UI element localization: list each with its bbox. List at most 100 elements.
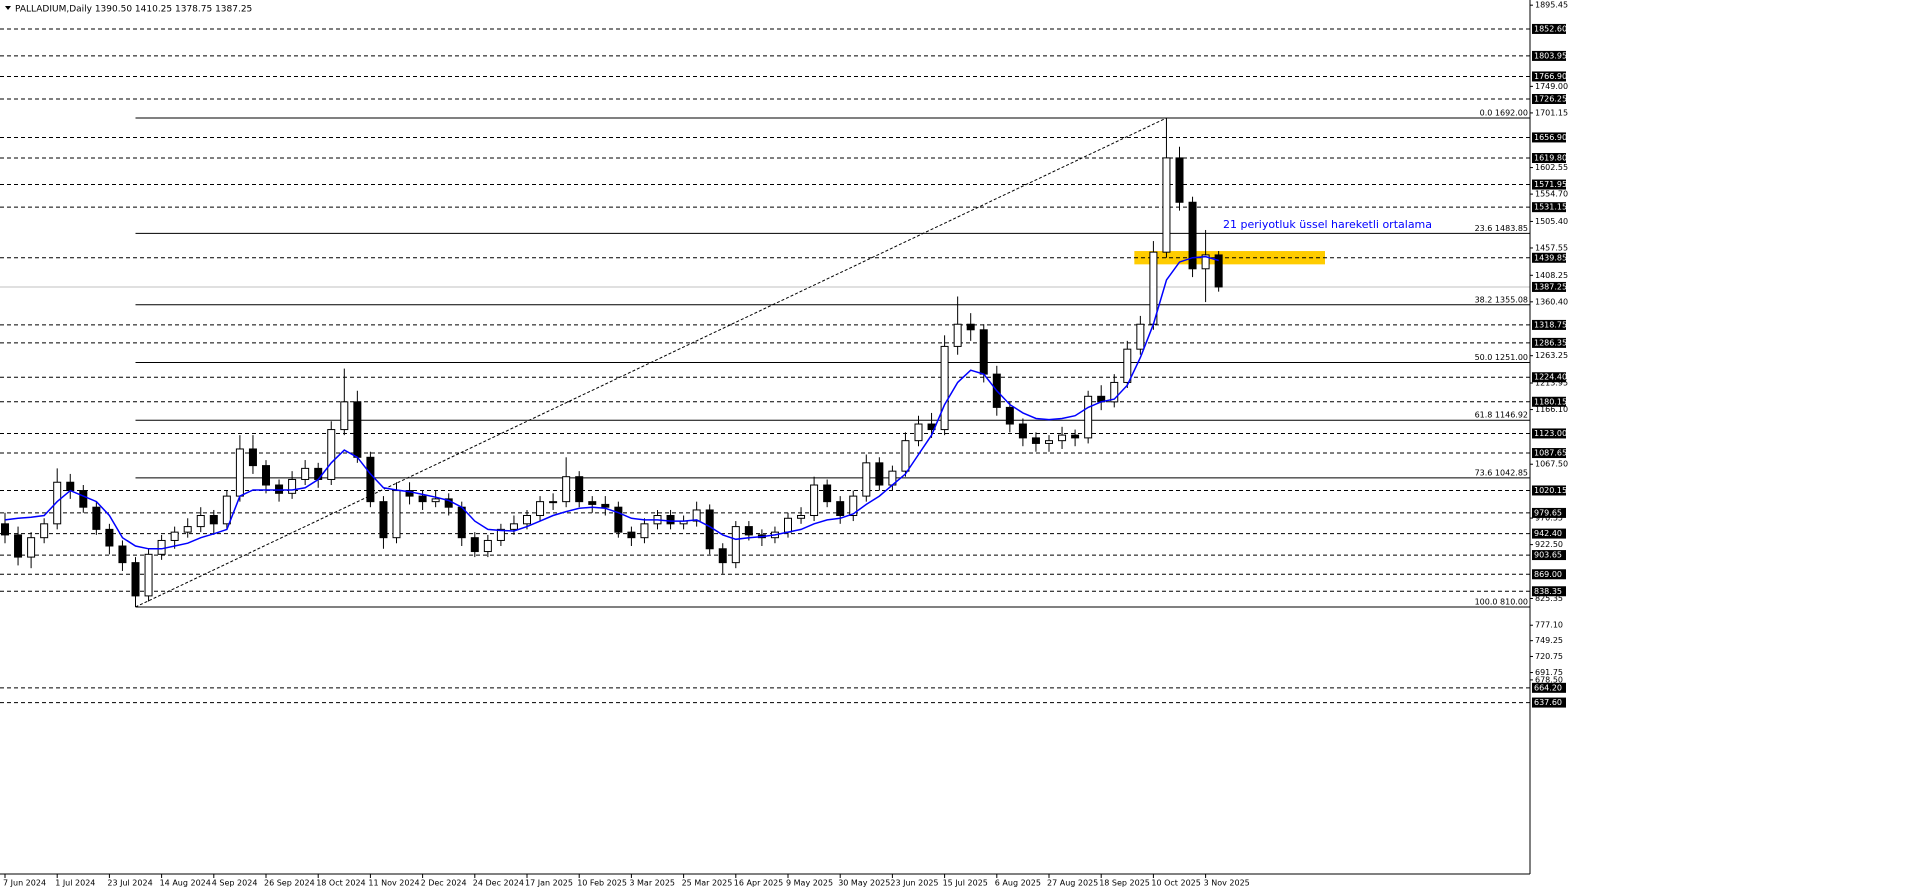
level-label: 1531.15 — [1534, 203, 1567, 212]
level-label: 1571.95 — [1534, 180, 1567, 189]
x-tick-label: 1 Jul 2024 — [55, 879, 95, 888]
x-tick-label: 23 Jun 2025 — [890, 879, 938, 888]
candle-body — [562, 476, 571, 503]
candle-body — [1045, 440, 1053, 444]
candle-body — [1018, 423, 1027, 439]
x-tick-label: 2 Dec 2024 — [421, 879, 467, 888]
x-tick-label: 10 Oct 2025 — [1151, 879, 1200, 888]
candle-body — [1136, 323, 1145, 350]
level-label: 1619.80 — [1534, 154, 1567, 163]
candle-body — [731, 526, 740, 564]
y-tick-label: 1213.95 — [1535, 379, 1568, 388]
level-label: 1180.15 — [1534, 397, 1567, 406]
y-tick-label: 777.10 — [1535, 621, 1563, 630]
candle-body — [92, 506, 101, 530]
candle-body — [170, 531, 179, 541]
candle-body — [301, 467, 310, 480]
candle-body — [1214, 254, 1223, 288]
level-box — [1532, 337, 1566, 348]
candle-body — [523, 515, 531, 525]
candle-body — [1123, 348, 1132, 383]
candle-body — [901, 440, 910, 472]
fib-trend-line — [135, 117, 1167, 608]
candle-body — [588, 501, 597, 505]
level-label: 1803.95 — [1534, 51, 1567, 60]
level-label: 1224.40 — [1534, 373, 1567, 382]
x-tick-label: 17 Jan 2025 — [525, 879, 573, 888]
candle-body — [27, 537, 36, 558]
level-box — [1532, 569, 1566, 580]
level-label: 1087.65 — [1534, 449, 1567, 458]
menu-triangle — [5, 6, 11, 10]
candle-body — [105, 528, 114, 547]
last-price-box — [1532, 281, 1566, 292]
candle-body — [157, 539, 166, 555]
x-tick-label: 16 Apr 2025 — [734, 879, 783, 888]
candle-body — [1058, 434, 1067, 442]
candle-body — [836, 501, 845, 517]
candle-body — [314, 467, 323, 480]
x-tick-label: 9 May 2025 — [786, 879, 833, 888]
y-tick-label: 970.35 — [1535, 514, 1563, 523]
x-tick-label: 26 Sep 2024 — [264, 879, 315, 888]
level-box — [1532, 396, 1566, 407]
level-box — [1532, 682, 1566, 693]
candle-body — [235, 448, 244, 497]
level-box — [1532, 179, 1566, 190]
level-label: 1656.90 — [1534, 133, 1567, 142]
candle-body — [966, 323, 975, 331]
candle-body — [1071, 434, 1080, 439]
y-tick-label: 1602.55 — [1535, 163, 1568, 172]
candle-body — [666, 515, 675, 525]
candle-body — [353, 401, 362, 458]
candle-body — [718, 548, 727, 564]
candle-body — [53, 481, 62, 525]
candle-body — [66, 481, 75, 492]
candle-body — [705, 509, 714, 550]
candle-body — [692, 509, 701, 522]
x-tick-label: 24 Dec 2024 — [473, 879, 524, 888]
annotation: 21 periyotluk üssel hareketli ortalama — [1223, 218, 1432, 231]
y-tick-label: 1749.00 — [1535, 82, 1568, 91]
candle-body — [823, 484, 832, 503]
level-label: 1318.75 — [1534, 320, 1567, 329]
level-box — [1532, 153, 1566, 164]
candle-body — [979, 329, 988, 375]
candle-body — [810, 484, 819, 517]
candle-body — [79, 490, 88, 508]
candle-body — [1162, 157, 1171, 253]
candle-body — [1005, 406, 1014, 425]
x-tick-label: 25 Mar 2025 — [682, 879, 733, 888]
y-tick-label: 1360.40 — [1535, 297, 1568, 306]
level-box — [1532, 71, 1566, 82]
candle-body — [248, 448, 257, 467]
candle-body — [405, 490, 414, 497]
level-label: 1766.90 — [1534, 72, 1567, 81]
x-tick-label: 18 Sep 2025 — [1099, 879, 1150, 888]
candle-body — [1201, 254, 1210, 270]
candle-body — [509, 523, 518, 530]
y-tick-label: 720.75 — [1535, 652, 1563, 661]
level-label: 1439.85 — [1534, 253, 1567, 262]
level-label: 1123.00 — [1534, 429, 1567, 438]
candle-body — [640, 523, 649, 539]
x-tick-label: 27 Aug 2025 — [1047, 879, 1098, 888]
level-box — [1532, 23, 1566, 34]
candle-body — [953, 323, 962, 347]
x-tick-label: 14 Aug 2024 — [160, 879, 211, 888]
candle-body — [288, 478, 297, 494]
x-tick-label: 4 Sep 2024 — [212, 879, 258, 888]
level-box — [1532, 528, 1566, 539]
fib-label: 38.2 1355.08 — [1475, 295, 1528, 304]
x-tick-label: 30 May 2025 — [838, 879, 890, 888]
candle-body — [379, 501, 388, 539]
candle-body — [875, 462, 884, 486]
level-label: 1020.15 — [1534, 486, 1567, 495]
y-tick-label: 1457.55 — [1535, 243, 1568, 252]
candle-body — [1031, 437, 1040, 444]
level-box — [1532, 132, 1566, 143]
candle-body — [40, 523, 49, 539]
level-box — [1532, 586, 1566, 597]
